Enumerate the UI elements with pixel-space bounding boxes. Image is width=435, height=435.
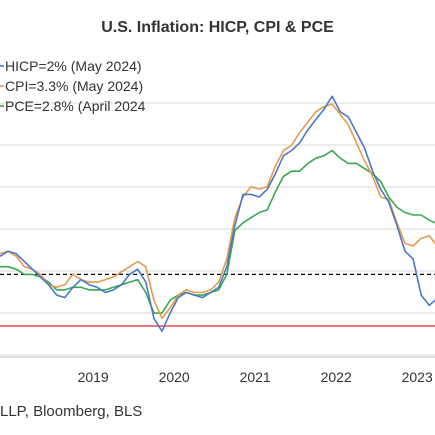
legend-label-2: PCE=2.8% (April 2024: [5, 98, 146, 114]
x-tick-label-2022: 2022: [321, 369, 352, 385]
x-tick-label-2020: 2020: [159, 369, 190, 385]
x-tick-label-2021: 2021: [240, 369, 271, 385]
legend-label-1: CPI=3.3% (May 2024): [5, 78, 143, 94]
source-note: LLP, Bloomberg, BLS: [0, 403, 143, 420]
chart-title: U.S. Inflation: HICP, CPI & PCE: [101, 19, 334, 36]
x-tick-label-2023: 2023: [402, 369, 433, 385]
series-line-0: [0, 95, 435, 332]
series-line-1: [0, 103, 435, 320]
legend-label-0: HICP=2% (May 2024): [5, 58, 142, 74]
x-tick-label-2019: 2019: [78, 369, 109, 385]
